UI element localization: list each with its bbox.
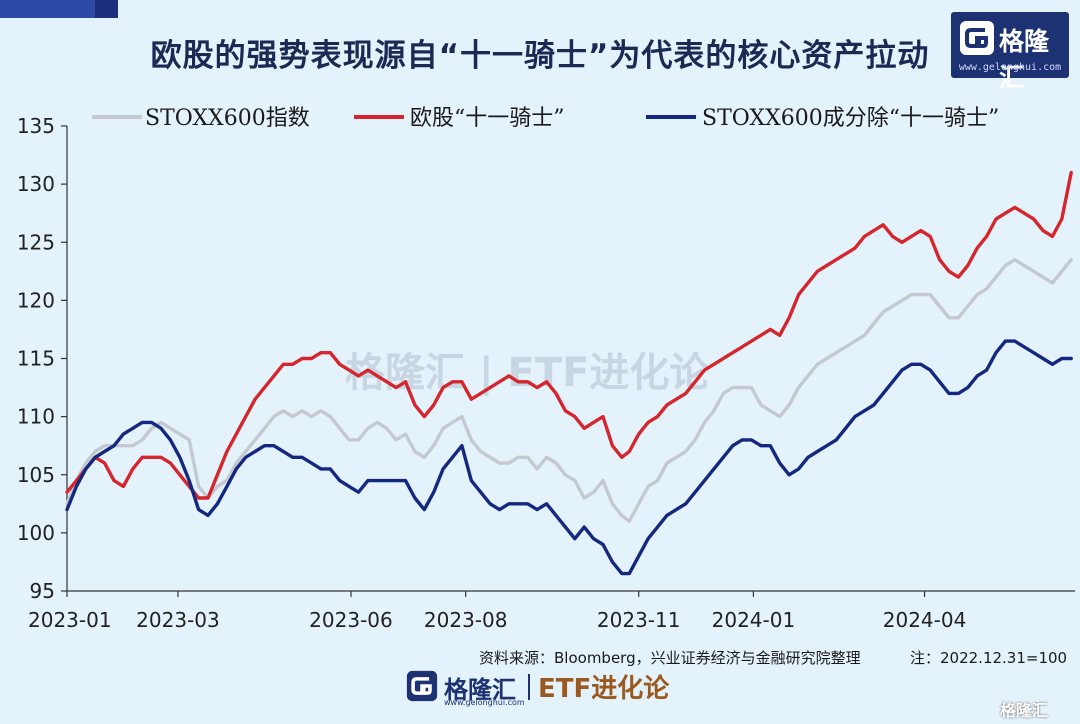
x-tick-label: 2023-01 <box>28 608 112 632</box>
y-tick-label: 135 <box>17 114 55 138</box>
series-line-2 <box>65 339 1073 576</box>
x-tick-label: 2023-03 <box>136 608 220 632</box>
series-line-0 <box>65 258 1073 523</box>
corner-watermark: 格隆汇 <box>1000 701 1049 720</box>
y-tick-label: 95 <box>30 579 55 603</box>
brand-g-icon <box>960 21 994 55</box>
x-tick-label: 2023-08 <box>424 608 508 632</box>
x-tick-label: 2024-01 <box>712 608 796 632</box>
footer-brand-name: 格隆汇 <box>444 676 516 704</box>
watermark: 格隆汇 | ETF进化论 <box>345 350 710 396</box>
brand-logo: 格隆汇 www.gelonghui.com <box>951 12 1069 92</box>
footer-g-icon <box>406 670 438 702</box>
y-tick-label: 130 <box>17 172 55 196</box>
y-tick-label: 120 <box>17 288 55 312</box>
x-tick-label: 2023-06 <box>309 608 393 632</box>
y-tick-label: 115 <box>17 347 55 371</box>
chart-legend: STOXX600指数 欧股“十一骑士” STOXX600成分除“十一骑士” <box>92 106 999 131</box>
y-tick-label: 110 <box>17 405 55 429</box>
top-accent-bar <box>0 0 118 18</box>
data-source: 资料来源：Bloomberg，兴业证券经济与金融研究院整理 <box>479 649 861 667</box>
legend-label-0: STOXX600指数 <box>145 106 310 131</box>
legend-label-2: STOXX600成分除“十一骑士” <box>702 106 999 131</box>
x-tick-label: 2024-04 <box>883 608 967 632</box>
footer-divider <box>528 674 530 700</box>
legend-label-1: 欧股“十一骑士” <box>410 106 565 131</box>
footer-brand-url: www.gelonghui.com <box>444 698 525 707</box>
series-line-1 <box>65 170 1073 500</box>
chart-title: 欧股的强势表现源自“十一骑士”为代表的核心资产拉动 <box>150 38 930 74</box>
y-tick-label: 100 <box>17 521 55 545</box>
y-tick-label: 125 <box>17 230 55 254</box>
x-tick-label: 2023-11 <box>597 608 681 632</box>
brand-logo-name: 格隆汇 <box>999 27 1050 92</box>
chart-series <box>65 170 1073 576</box>
brand-logo-url: www.gelonghui.com <box>958 62 1062 73</box>
chart-axes: 95 100 105 110 115 120 125 130 135 2023-01 2023-03… <box>17 114 1075 632</box>
y-tick-label: 105 <box>17 463 55 487</box>
base-note: 注：2022.12.31=100 <box>910 649 1068 667</box>
footer-etf-brand: ETF进化论 <box>538 674 670 704</box>
